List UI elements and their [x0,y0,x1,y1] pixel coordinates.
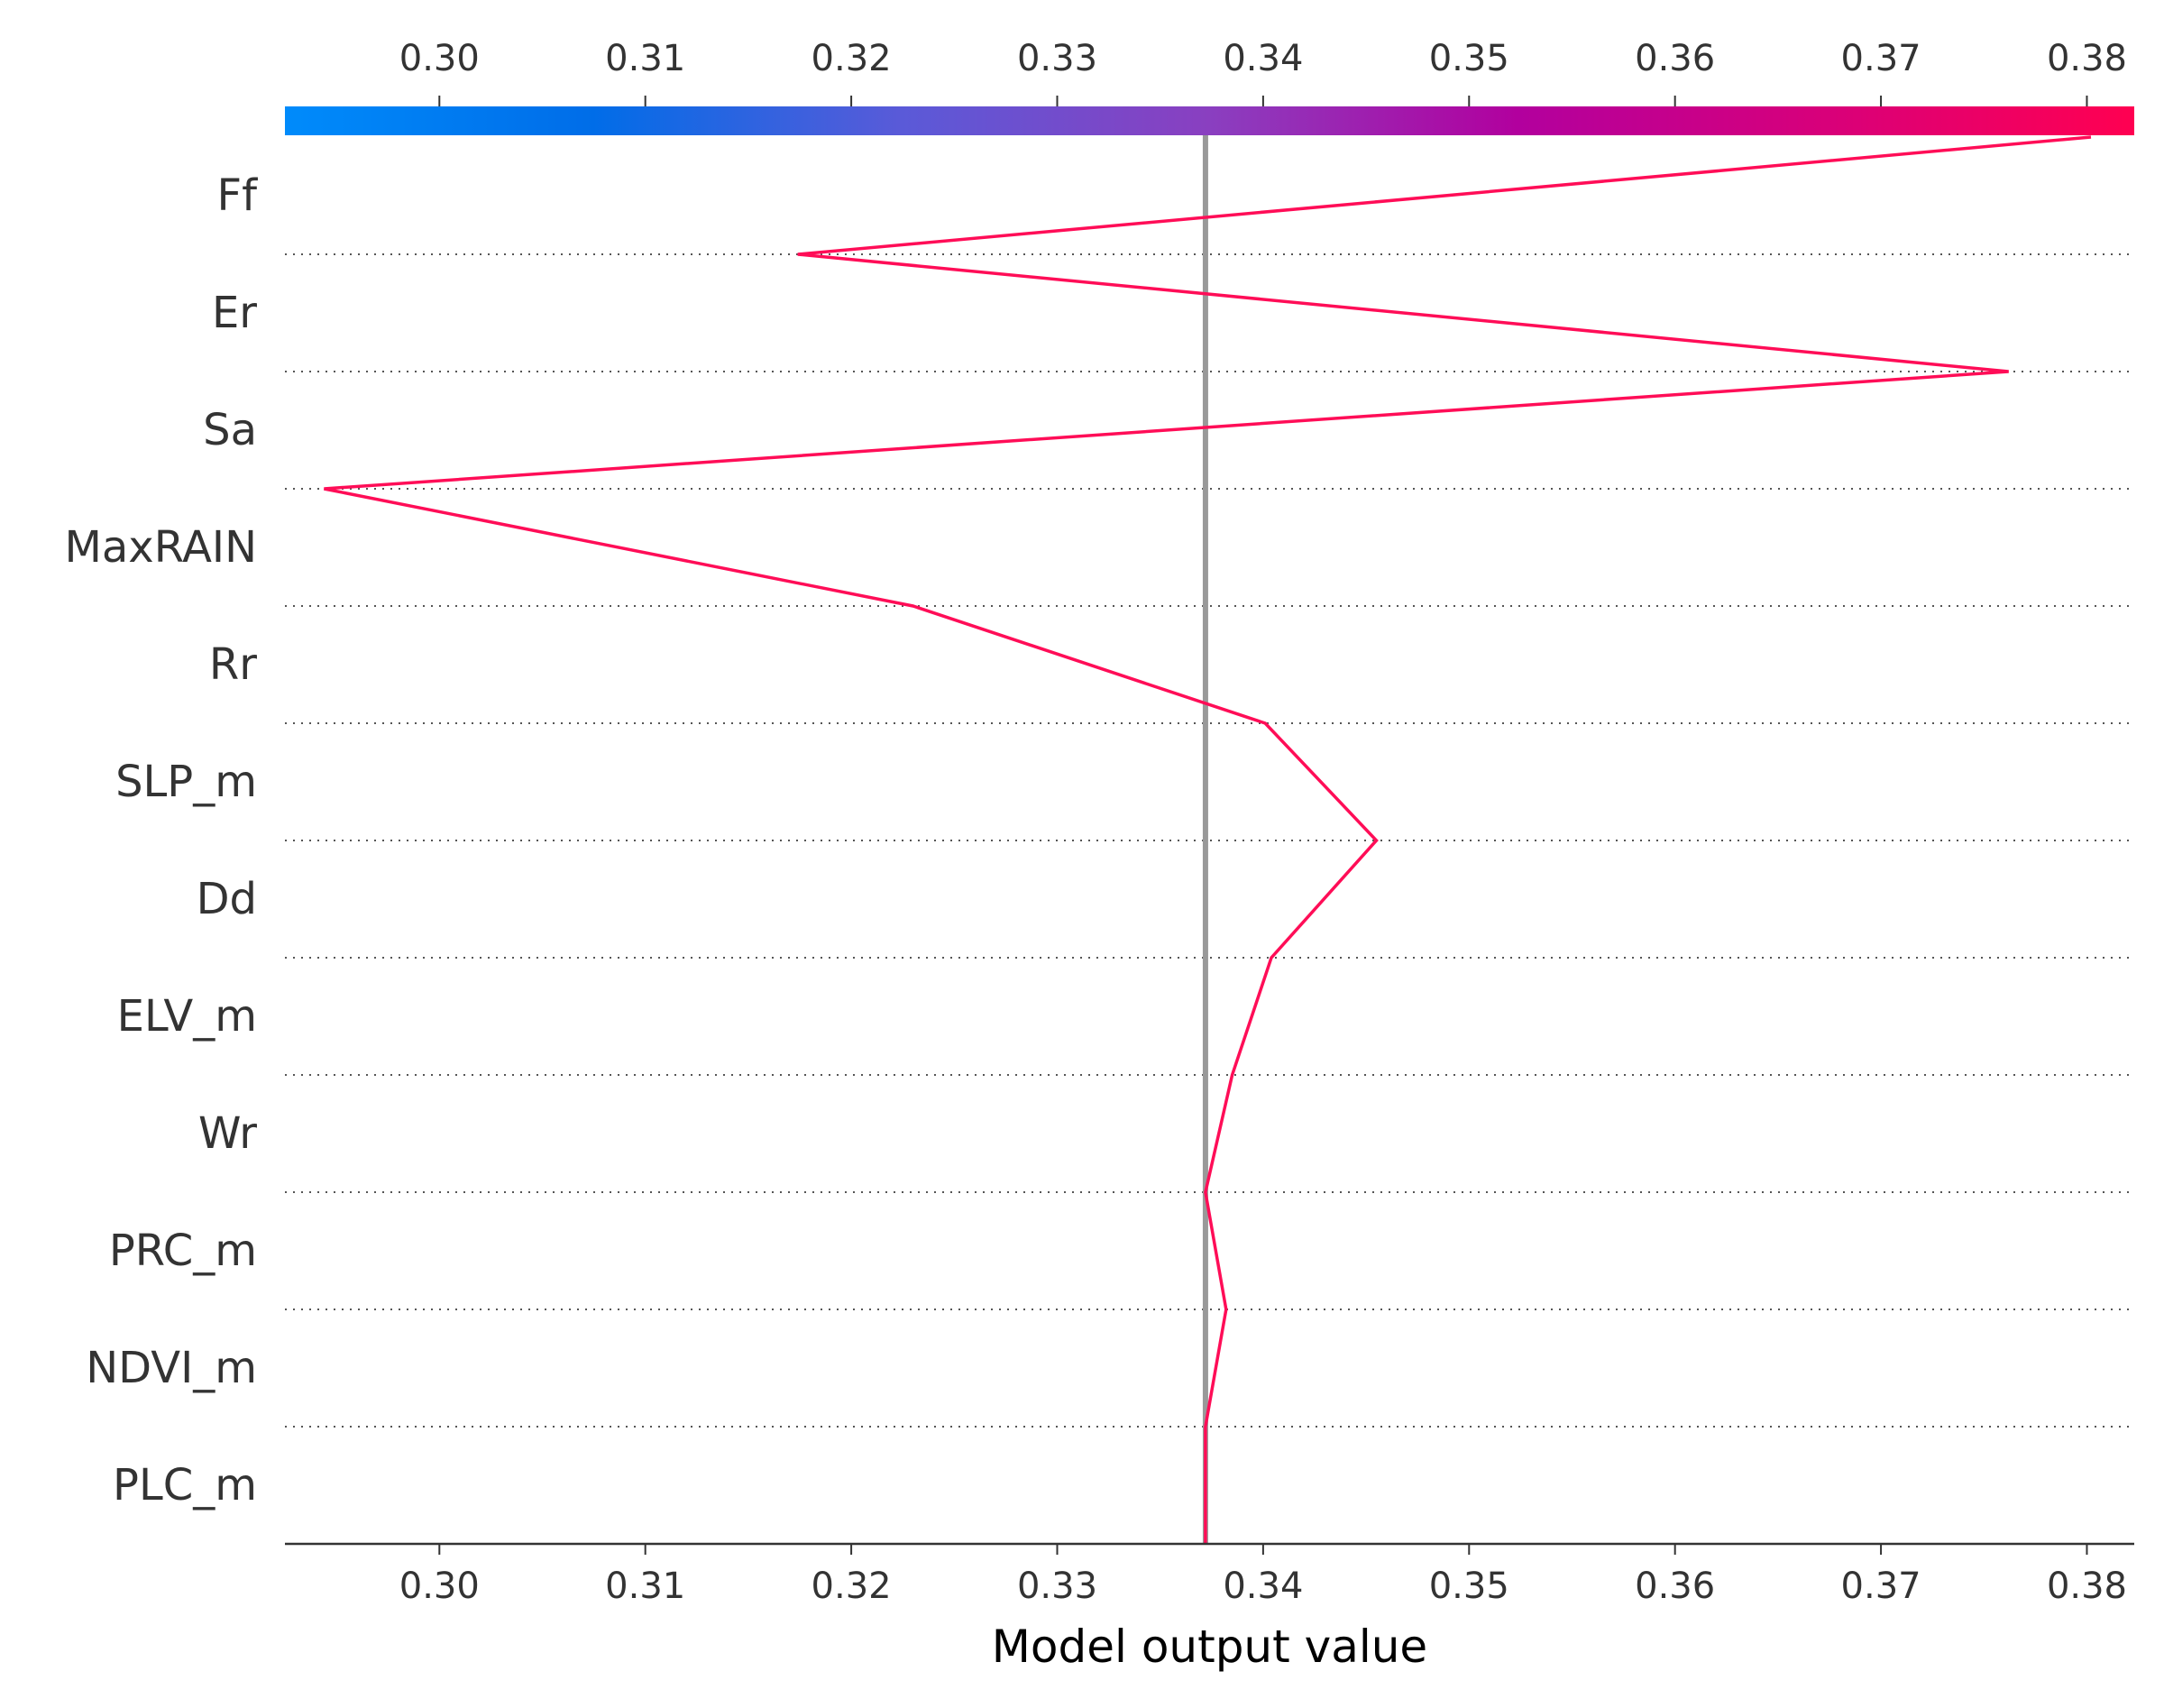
bottom-tick-label: 0.30 [399,1566,480,1607]
x-axis-title: Model output value [992,1621,1427,1673]
top-tick-label: 0.31 [605,38,685,79]
bottom-tick-label: 0.36 [1635,1566,1715,1607]
feature-label: Ff [216,170,258,221]
feature-label: Dd [197,874,257,924]
feature-label: Rr [209,639,257,690]
feature-label: Wr [198,1108,257,1159]
top-tick-label: 0.37 [1841,38,1921,79]
top-tick-label: 0.38 [2047,38,2127,79]
feature-label: MaxRAIN [64,522,257,573]
feature-labels: Ff Er Sa MaxRAIN Rr SLP_m Dd ELV_m Wr PRC_m NDVI_m… [64,170,258,1511]
feature-label: PRC_m [109,1226,257,1276]
top-tick-label: 0.35 [1429,38,1509,79]
grid-lines [285,253,2134,1428]
feature-label: PLC_m [113,1460,257,1511]
feature-label: Er [212,288,257,338]
top-axis: 0.30 0.31 0.32 0.33 0.34 0.35 0.36 0.37 0.38 [399,38,2127,106]
bottom-tick-label: 0.35 [1429,1566,1509,1607]
bottom-tick-label: 0.33 [1017,1566,1097,1607]
feature-label: ELV_m [117,991,257,1042]
top-tick-label: 0.34 [1223,38,1303,79]
bottom-tick-label: 0.38 [2047,1566,2127,1607]
bottom-tick-label: 0.31 [605,1566,685,1607]
feature-label: NDVI_m [86,1343,257,1393]
decision-path-line [324,135,2092,1544]
feature-label: SLP_m [115,757,257,807]
colorbar [285,106,2134,135]
bottom-tick-label: 0.37 [1841,1566,1921,1607]
top-tick-label: 0.30 [399,38,480,79]
top-tick-label: 0.36 [1635,38,1715,79]
feature-label: Sa [203,405,257,455]
bottom-tick-label: 0.32 [812,1566,892,1607]
top-tick-label: 0.32 [812,38,892,79]
bottom-tick-label: 0.34 [1223,1566,1303,1607]
top-tick-label: 0.33 [1017,38,1097,79]
bottom-axis: 0.30 0.31 0.32 0.33 0.34 0.35 0.36 0.37 0.38 [399,1544,2127,1607]
